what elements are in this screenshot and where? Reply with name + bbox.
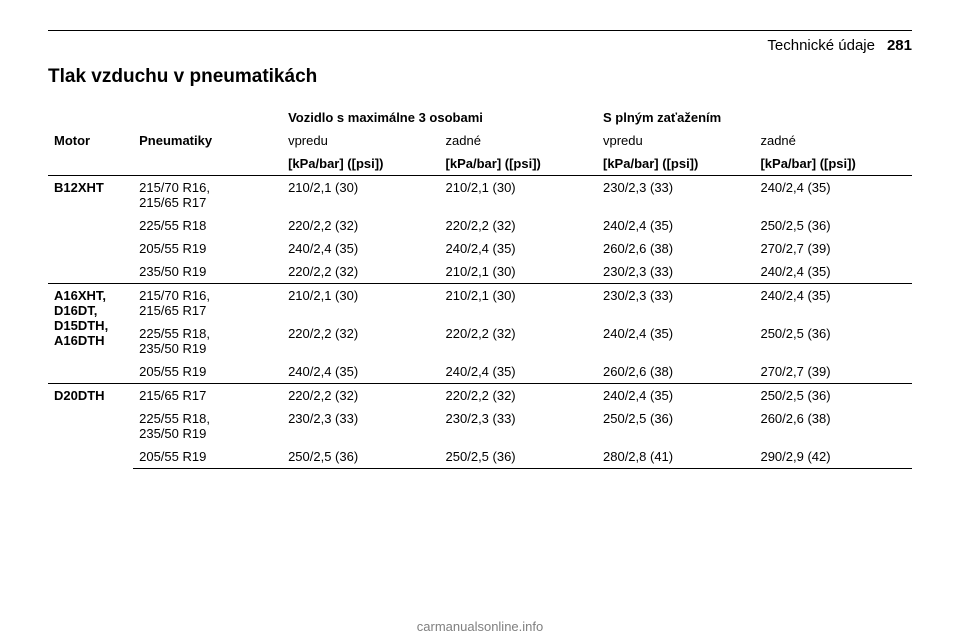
- value-cell: 230/2,3 (33): [282, 407, 439, 445]
- value-cell: 240/2,4 (35): [597, 322, 754, 360]
- col-header-rear-1: zadné: [440, 129, 597, 152]
- value-cell: 210/2,1 (30): [282, 176, 439, 215]
- table-row: 235/50 R19220/2,2 (32)210/2,1 (30)230/2,…: [48, 260, 912, 284]
- value-cell: 210/2,1 (30): [440, 284, 597, 323]
- value-cell: 240/2,4 (35): [754, 284, 912, 323]
- value-cell: 260/2,6 (38): [597, 360, 754, 384]
- group-header-fullload: S plným zaťažením: [597, 106, 912, 129]
- col-header-motor: Motor: [48, 129, 133, 152]
- value-cell: 240/2,4 (35): [282, 360, 439, 384]
- unit-header-3: [kPa/bar] ([psi]): [597, 152, 754, 176]
- table-row: 205/55 R19240/2,4 (35)240/2,4 (35)260/2,…: [48, 360, 912, 384]
- value-cell: 220/2,2 (32): [282, 260, 439, 284]
- value-cell: 230/2,3 (33): [440, 407, 597, 445]
- value-cell: 250/2,5 (36): [597, 407, 754, 445]
- value-cell: 240/2,4 (35): [754, 176, 912, 215]
- value-cell: 250/2,5 (36): [754, 384, 912, 408]
- value-cell: 230/2,3 (33): [597, 284, 754, 323]
- tyre-cell: 225/55 R18: [133, 214, 282, 237]
- value-cell: 240/2,4 (35): [597, 384, 754, 408]
- tyre-cell: 205/55 R19: [133, 445, 282, 469]
- table-row: D20DTH215/65 R17220/2,2 (32)220/2,2 (32)…: [48, 384, 912, 408]
- value-cell: 260/2,6 (38): [597, 237, 754, 260]
- group-header-3persons: Vozidlo s maximálne 3 osobami: [282, 106, 597, 129]
- value-cell: 280/2,8 (41): [597, 445, 754, 469]
- motor-cell: D20DTH: [48, 384, 133, 469]
- value-cell: 220/2,2 (32): [440, 322, 597, 360]
- value-cell: 250/2,5 (36): [754, 214, 912, 237]
- tyre-cell: 215/65 R17: [133, 384, 282, 408]
- value-cell: 240/2,4 (35): [440, 360, 597, 384]
- table-row: B12XHT215/70 R16, 215/65 R17210/2,1 (30)…: [48, 176, 912, 215]
- unit-header-2: [kPa/bar] ([psi]): [440, 152, 597, 176]
- value-cell: 220/2,2 (32): [282, 322, 439, 360]
- motor-cell: B12XHT: [48, 176, 133, 284]
- value-cell: 230/2,3 (33): [597, 176, 754, 215]
- table-row: 205/55 R19250/2,5 (36)250/2,5 (36)280/2,…: [48, 445, 912, 469]
- value-cell: 210/2,1 (30): [440, 260, 597, 284]
- section-title: Tlak vzduchu v pneumatikách: [48, 66, 912, 88]
- value-cell: 270/2,7 (39): [754, 360, 912, 384]
- col-header-front-2: vpredu: [597, 129, 754, 152]
- col-header-front-1: vpredu: [282, 129, 439, 152]
- table-row: 205/55 R19240/2,4 (35)240/2,4 (35)260/2,…: [48, 237, 912, 260]
- value-cell: 250/2,5 (36): [440, 445, 597, 469]
- unit-header-1: [kPa/bar] ([psi]): [282, 152, 439, 176]
- table-row: 225/55 R18, 235/50 R19220/2,2 (32)220/2,…: [48, 322, 912, 360]
- value-cell: 250/2,5 (36): [282, 445, 439, 469]
- tyre-cell: 215/70 R16, 215/65 R17: [133, 176, 282, 215]
- value-cell: 220/2,2 (32): [440, 384, 597, 408]
- value-cell: 240/2,4 (35): [282, 237, 439, 260]
- tyre-cell: 235/50 R19: [133, 260, 282, 284]
- value-cell: 210/2,1 (30): [282, 284, 439, 323]
- tyre-cell: 215/70 R16, 215/65 R17: [133, 284, 282, 323]
- value-cell: 290/2,9 (42): [754, 445, 912, 469]
- value-cell: 220/2,2 (32): [282, 384, 439, 408]
- table-row: 225/55 R18220/2,2 (32)220/2,2 (32)240/2,…: [48, 214, 912, 237]
- unit-header-4: [kPa/bar] ([psi]): [754, 152, 912, 176]
- value-cell: 230/2,3 (33): [597, 260, 754, 284]
- table-row: A16XHT, D16DT, D15DTH, A16DTH215/70 R16,…: [48, 284, 912, 323]
- page-header: Technické údaje 281: [48, 37, 912, 54]
- table-row: 225/55 R18, 235/50 R19230/2,3 (33)230/2,…: [48, 407, 912, 445]
- value-cell: 210/2,1 (30): [440, 176, 597, 215]
- value-cell: 240/2,4 (35): [754, 260, 912, 284]
- page-number: 281: [887, 37, 912, 54]
- chapter-title: Technické údaje: [767, 37, 875, 54]
- value-cell: 240/2,4 (35): [597, 214, 754, 237]
- value-cell: 270/2,7 (39): [754, 237, 912, 260]
- tyre-cell: 225/55 R18, 235/50 R19: [133, 407, 282, 445]
- value-cell: 260/2,6 (38): [754, 407, 912, 445]
- motor-cell: A16XHT, D16DT, D15DTH, A16DTH: [48, 284, 133, 384]
- value-cell: 250/2,5 (36): [754, 322, 912, 360]
- value-cell: 220/2,2 (32): [282, 214, 439, 237]
- col-header-tyres: Pneumatiky: [133, 129, 282, 152]
- tyre-cell: 205/55 R19: [133, 360, 282, 384]
- tyre-cell: 225/55 R18, 235/50 R19: [133, 322, 282, 360]
- col-header-rear-2: zadné: [754, 129, 912, 152]
- value-cell: 220/2,2 (32): [440, 214, 597, 237]
- footer-watermark: carmanualsonline.info: [0, 619, 960, 634]
- value-cell: 240/2,4 (35): [440, 237, 597, 260]
- tyre-cell: 205/55 R19: [133, 237, 282, 260]
- tyre-pressure-table: Vozidlo s maximálne 3 osobami S plným za…: [48, 106, 912, 469]
